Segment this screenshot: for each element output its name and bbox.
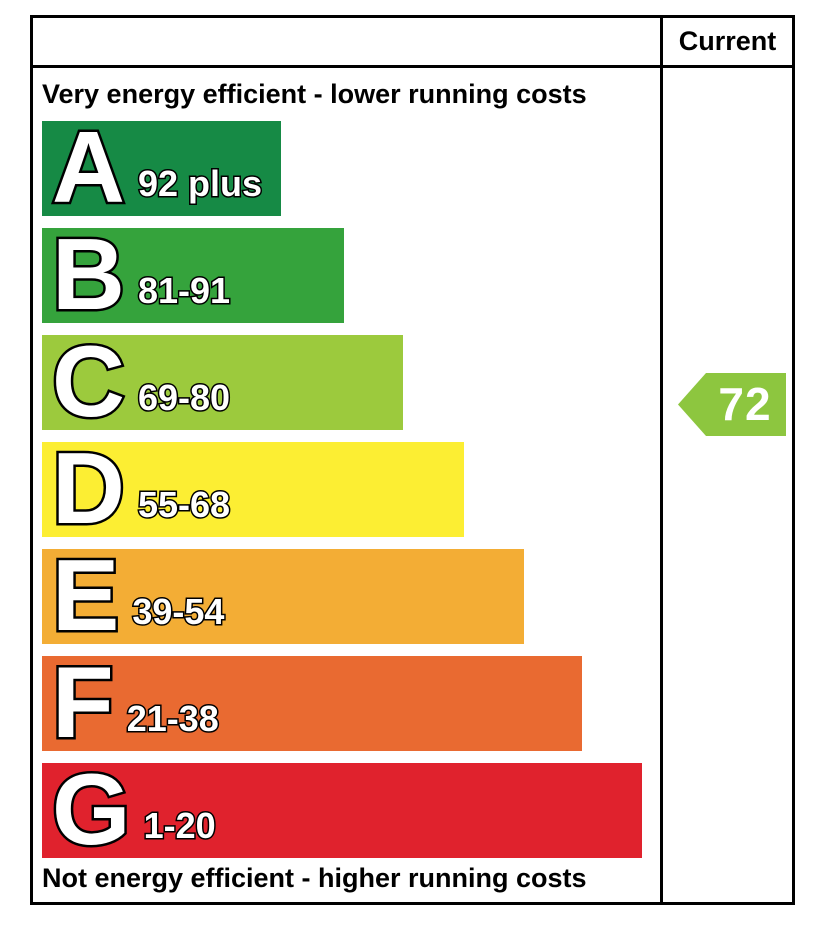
band-row-G: G 1-20 xyxy=(42,754,642,866)
current-rating-arrow-badge: 72 xyxy=(678,373,786,436)
band-letter: D xyxy=(50,433,128,545)
band-range-label: 1-20 xyxy=(142,804,217,848)
band-row-D: D 55-68 xyxy=(42,433,464,545)
band-row-C: C 69-80 xyxy=(42,326,403,438)
current-column: 72 xyxy=(660,68,792,905)
band-row-A: A 92 plus xyxy=(42,112,281,224)
band-letter: G xyxy=(50,754,134,866)
epc-rating-chart: Current Very energy efficient - lower ru… xyxy=(30,15,795,905)
header-spacer-cell xyxy=(33,18,660,65)
band-row-E: E 39-54 xyxy=(42,540,524,652)
band-range-label: 55-68 xyxy=(136,483,231,527)
current-rating-value: 72 xyxy=(718,378,772,430)
band-range-label: 92 plus xyxy=(136,162,263,206)
band-range-label: 69-80 xyxy=(136,376,231,420)
current-column-header: Current xyxy=(660,18,792,65)
band-range-label: 39-54 xyxy=(131,590,226,634)
band-letter: F xyxy=(50,647,117,759)
chart-body: Very energy efficient - lower running co… xyxy=(33,68,792,905)
bands: A 92 plus B 81-91 C 69-80 D 55-68 E 39-5… xyxy=(42,112,660,870)
band-row-F: F 21-38 xyxy=(42,647,582,759)
band-row-B: B 81-91 xyxy=(42,219,344,331)
caption-not-efficient: Not energy efficient - higher running co… xyxy=(42,863,587,893)
chart-header-row: Current xyxy=(33,18,792,68)
band-letter: B xyxy=(50,219,128,331)
bands-area: Very energy efficient - lower running co… xyxy=(33,68,660,905)
band-range-label: 81-91 xyxy=(136,269,231,313)
caption-very-efficient: Very energy efficient - lower running co… xyxy=(42,79,587,109)
band-letter: C xyxy=(50,326,128,438)
band-letter: E xyxy=(49,540,121,652)
band-letter: A xyxy=(50,112,128,224)
band-range-label: 21-38 xyxy=(125,697,220,741)
